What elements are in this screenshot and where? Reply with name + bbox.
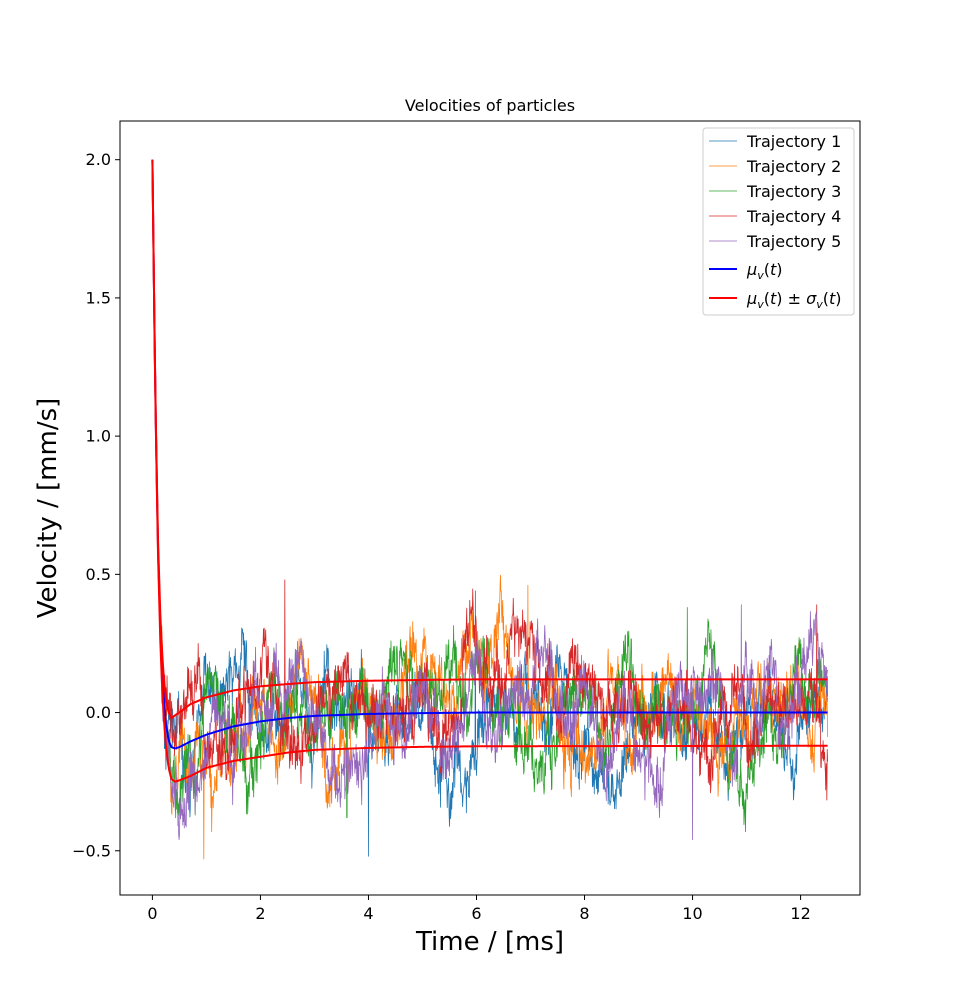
y-axis: −0.5 0.0 0.5 1.0 1.5 2.0: [72, 150, 120, 860]
trajectory-5-line: [152, 159, 828, 841]
plot-frame: [119, 120, 861, 896]
x-axis-title: Time / [ms]: [415, 927, 564, 957]
y-tick-label: 2.0: [86, 150, 111, 169]
legend-label: μv(t) ± σv(t): [746, 289, 842, 311]
legend-label: μv(t): [746, 260, 782, 282]
y-tick-label: −0.5: [72, 841, 111, 860]
x-tick-label: 10: [682, 904, 702, 923]
legend-label: Trajectory 2: [746, 157, 841, 176]
y-tick-label: 1.5: [86, 288, 111, 307]
legend-label: Trajectory 5: [746, 232, 841, 251]
legend-label: Trajectory 3: [746, 182, 841, 201]
chart-title: Velocities of particles: [405, 96, 575, 115]
legend-label: Trajectory 4: [746, 207, 841, 226]
x-tick-label: 6: [471, 904, 481, 923]
mean-line: [151, 159, 828, 750]
x-tick-label: 2: [255, 904, 265, 923]
x-axis: 0 2 4 6 8 10 12: [147, 895, 811, 923]
y-tick-label: 0.0: [86, 703, 111, 722]
legend-entries: Trajectory 1 Trajectory 2 Trajectory 3 Traj…: [709, 132, 842, 311]
y-tick-label: 1.0: [86, 427, 111, 446]
legend-label: Trajectory 1: [746, 132, 841, 151]
legend-box: [702, 127, 855, 316]
trajectory-3-line: [152, 159, 828, 833]
x-tick-label: 12: [790, 904, 810, 923]
trajectory-4-line: [152, 159, 828, 801]
legend: Trajectory 1 Trajectory 2 Trajectory 3 Traj…: [702, 127, 855, 316]
y-axis-title: Velocity / [mm/s]: [33, 398, 63, 619]
upper-band-line: [151, 159, 828, 720]
x-tick-label: 0: [147, 904, 157, 923]
x-tick-label: 4: [363, 904, 373, 923]
series-layer: [151, 159, 828, 860]
y-tick-label: 0.5: [86, 565, 111, 584]
x-tick-label: 8: [579, 904, 589, 923]
lower-band-line: [151, 159, 828, 783]
